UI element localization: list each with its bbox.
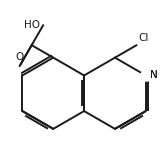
- Text: N: N: [150, 70, 158, 80]
- Text: N: N: [150, 70, 158, 80]
- Text: Cl: Cl: [138, 33, 149, 43]
- Text: HO: HO: [24, 20, 40, 30]
- Text: O: O: [15, 53, 23, 63]
